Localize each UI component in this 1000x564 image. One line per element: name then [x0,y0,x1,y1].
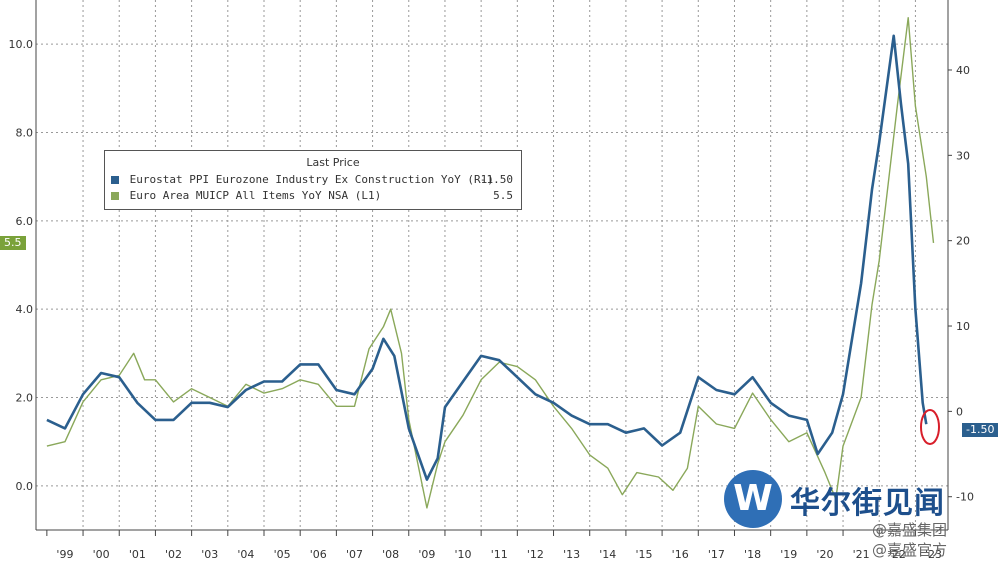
x-tick-label: '05 [274,548,291,561]
x-tick-label: '06 [310,548,327,561]
right-y-tick-label: 10 [956,320,970,333]
axes [35,0,952,536]
x-tick-label: '10 [455,548,472,561]
series-line-hicp [46,17,935,509]
watermark-logo-icon: W [724,470,782,528]
right-y-tick-label: 40 [956,64,970,77]
watermark-name: 华尔街见闻 [790,486,945,521]
x-tick-label: '02 [165,548,182,561]
series-line-ppi [46,34,928,481]
tick-labels: 0.0 2.0 4.0 6.0 8.0 10.0 -10 0 10 20 30 40 '99 '00 '01… [9,38,974,561]
legend-entry-ppi: Eurostat PPI Eurozone Industry Ex Constr… [111,173,513,187]
right-y-tick-label: 0 [956,405,963,418]
legend-value: -1.50 [479,173,513,186]
x-tick-label: '13 [563,548,580,561]
legend-swatch [111,192,119,200]
grid-lines [36,0,948,530]
x-tick-label: '03 [201,548,218,561]
x-tick-label: '17 [708,548,725,561]
x-tick-label: '07 [346,548,363,561]
x-tick-label: '16 [672,548,689,561]
x-tick-label: '12 [527,548,544,561]
legend-entry-hicp: Euro Area MUICP All Items YoY NSA (L1) 5… [111,189,513,203]
right-y-tick-label: 20 [956,235,970,248]
left-last-price-badge: 5.5 [0,236,26,250]
x-tick-label: '18 [744,548,761,561]
right-y-tick-label: -10 [956,491,974,504]
legend-value: 5.5 [493,189,513,202]
series-layer [46,17,935,509]
left-y-tick-label: 0.0 [16,480,34,493]
left-y-tick-label: 8.0 [16,127,34,140]
legend-label: Eurostat PPI Eurozone Industry Ex Constr… [129,173,494,186]
left-y-tick-label: 4.0 [16,303,34,316]
left-y-tick-label: 2.0 [16,392,34,405]
x-tick-label: '20 [816,548,833,561]
right-last-price-badge: -1.50 [962,423,999,437]
x-tick-label: '09 [418,548,435,561]
highlight-circle [920,409,940,445]
legend-header: Last Price [306,156,360,169]
x-tick-label: '99 [56,548,73,561]
legend-label: Euro Area MUICP All Items YoY NSA (L1) [129,189,382,202]
x-tick-label: '11 [491,548,508,561]
right-y-tick-label: 30 [956,149,970,162]
left-y-tick-label: 6.0 [16,215,34,228]
x-tick-label: '19 [780,548,797,561]
left-y-tick-label: 10.0 [9,38,34,51]
legend: Last Price Eurostat PPI Eurozone Industr… [104,150,522,210]
x-tick-label: '08 [382,548,399,561]
watermark-sub: @嘉盛集团 @嘉盛官方 [872,520,947,560]
x-tick-label: '21 [853,548,870,561]
watermark: W 华尔街见闻 @嘉盛集团 @嘉盛官方 [724,470,1000,564]
x-tick-label: '15 [635,548,652,561]
x-tick-label: '23 [925,548,942,561]
watermark-sub2: @嘉盛官方 [872,541,948,559]
watermark-sub1: @嘉盛集团 [872,521,948,539]
x-tick-label: '14 [599,548,616,561]
x-tick-label: '22 [889,548,906,561]
x-tick-label: '00 [93,548,110,561]
legend-swatch [111,176,119,184]
x-tick-label: '01 [129,548,146,561]
x-tick-label: '04 [237,548,254,561]
